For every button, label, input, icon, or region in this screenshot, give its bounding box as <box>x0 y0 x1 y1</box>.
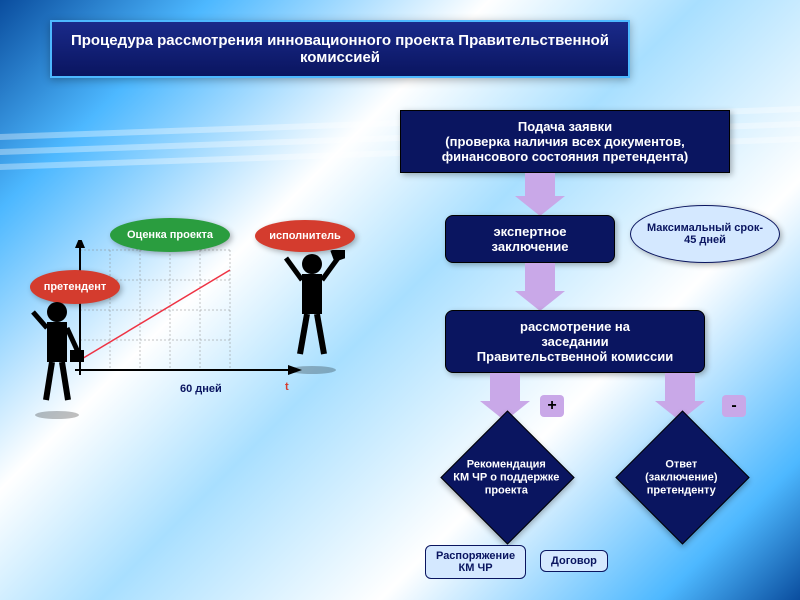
title-box: Процедура рассмотрения инновационного пр… <box>50 20 630 78</box>
arrow-1 <box>525 173 555 198</box>
doc-rasporyazhenie: Распоряжение КМ ЧР <box>425 545 526 579</box>
flow-step-1: Подача заявки (проверка наличия всех док… <box>400 110 730 173</box>
x-axis-label: 60 дней <box>180 383 222 395</box>
flow-step-2: экспертное заключение <box>445 215 615 263</box>
flow-step-1-text: Подача заявки (проверка наличия всех док… <box>442 119 688 164</box>
note-45-days: Максимальный срок- 45 дней <box>630 205 780 263</box>
outcome-plus-text: Рекомендация КМ ЧР о поддержке проекта <box>442 459 572 499</box>
arrow-2 <box>525 263 555 293</box>
title-text: Процедура рассмотрения инновационного пр… <box>71 32 609 66</box>
plus-label: + <box>540 395 564 417</box>
note-45-days-text: Максимальный срок- 45 дней <box>647 222 763 246</box>
ellipse-pretendent: претендент <box>30 270 120 304</box>
person-pretendent-icon <box>30 300 85 420</box>
outcome-minus-text: Ответ (заключение) претенденту <box>617 459 747 499</box>
arrow-plus <box>490 373 520 403</box>
doc-dogovor: Договор <box>540 550 608 572</box>
flow-step-3: рассмотрение на заседании Правительствен… <box>445 310 705 373</box>
flow-step-2-text: экспертное заключение <box>492 224 569 254</box>
outcome-plus: Рекомендация КМ ЧР о поддержке проекта <box>440 410 574 544</box>
ellipse-ispolnitel: исполнитель <box>255 220 355 252</box>
y-axis-arrow <box>75 240 85 248</box>
t-label: t <box>285 381 289 393</box>
outcome-minus: Ответ (заключение) претенденту <box>615 410 749 544</box>
person-ispolnitel-icon <box>280 250 345 380</box>
chart-grid <box>80 250 230 370</box>
arrow-minus <box>665 373 695 403</box>
minus-label: - <box>722 395 746 417</box>
ellipse-ocenka: Оценка проекта <box>110 218 230 252</box>
flow-step-3-text: рассмотрение на заседании Правительствен… <box>477 319 673 364</box>
